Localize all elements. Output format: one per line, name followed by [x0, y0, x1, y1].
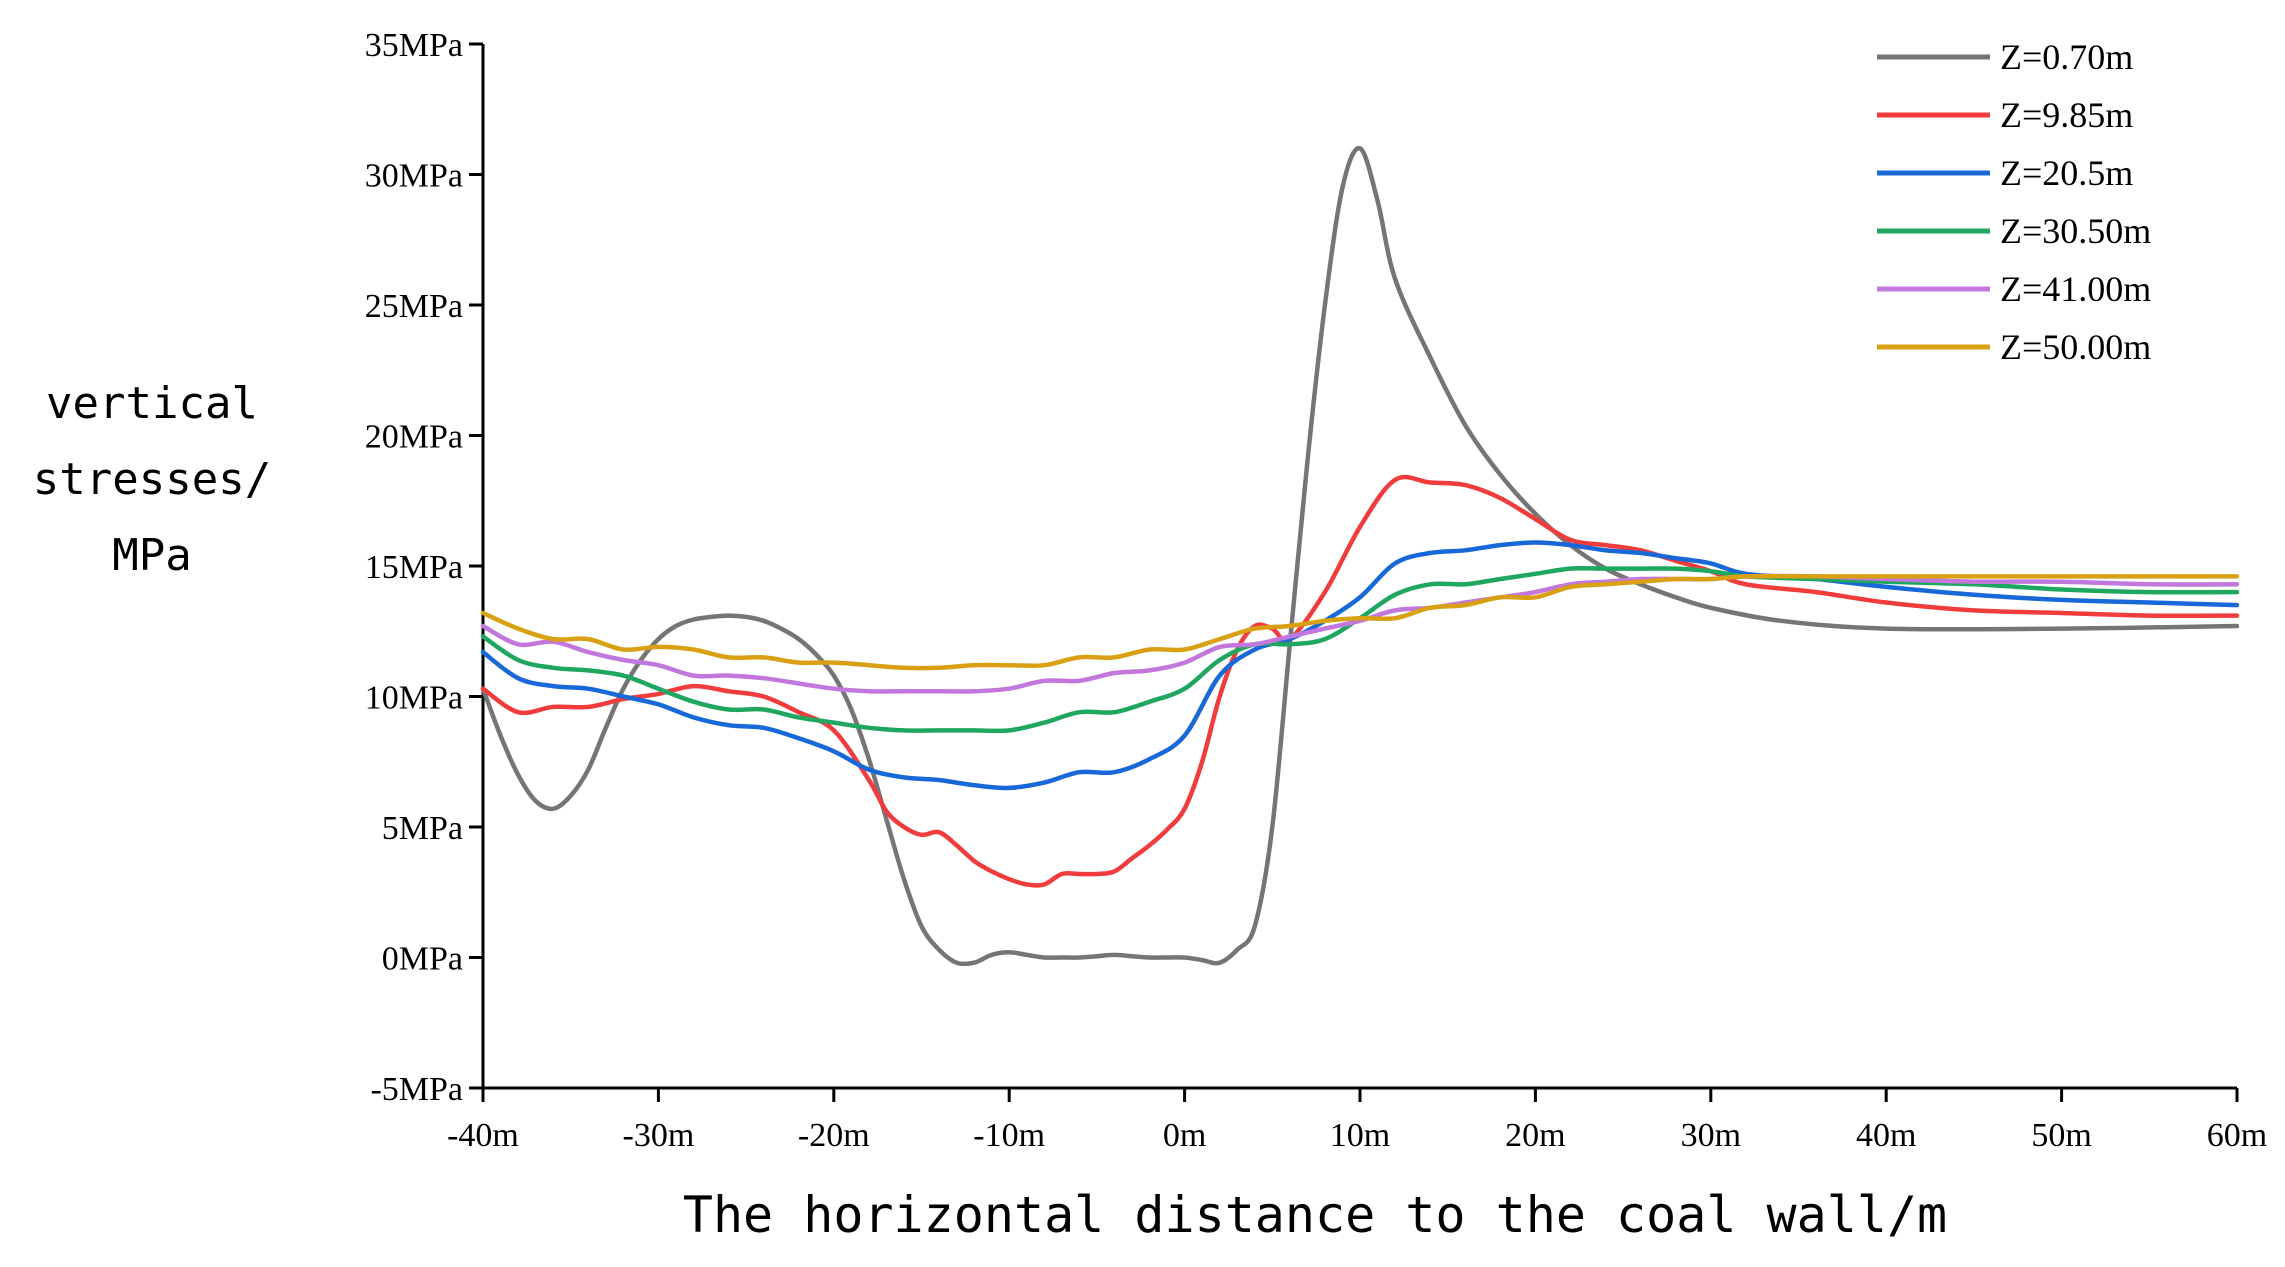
- legend-label: Z=0.70m: [2000, 37, 2133, 77]
- series-line-3: [480, 540, 2240, 791]
- x-tick-label: 0m: [1163, 1117, 1206, 1154]
- x-tick-label: 30m: [1681, 1117, 1741, 1154]
- series-layer: [480, 146, 2240, 967]
- x-tick-label: -40m: [447, 1117, 519, 1154]
- x-tick-label: -30m: [623, 1117, 695, 1154]
- y-tick-label: 20MPa: [365, 419, 463, 456]
- legend-label: Z=20.5m: [2000, 153, 2133, 193]
- legend-label: Z=9.85m: [2000, 95, 2133, 135]
- x-tick-label: -10m: [973, 1117, 1045, 1154]
- y-tick-label: 35MPa: [365, 27, 463, 64]
- y-tick-label: -5MPa: [370, 1071, 463, 1108]
- x-tick-label: 50m: [2031, 1117, 2091, 1154]
- axes-layer: -5MPa 0MPa 5MPa 10MPa 15MPa 20MPa 25MPa 30MPa 35…: [365, 27, 2267, 1154]
- x-axis-title: The horizontal distance to the coal wall…: [683, 1186, 1947, 1244]
- x-tick-label: -20m: [798, 1117, 870, 1154]
- y-tick-label: 10MPa: [365, 680, 463, 717]
- y-tick-label: 5MPa: [382, 810, 463, 847]
- y-tick-label: 25MPa: [365, 288, 463, 325]
- y-axis-title-line-2: stresses/: [33, 454, 271, 505]
- legend-label: Z=30.50m: [2000, 211, 2151, 251]
- x-tick-label: 10m: [1330, 1117, 1390, 1154]
- y-tick-label: 15MPa: [365, 549, 463, 586]
- series-line-2: [480, 474, 2240, 888]
- x-tick-label: 20m: [1505, 1117, 1565, 1154]
- legend: Z=0.70m Z=9.85m Z=20.5m Z=30.50m Z=41.00m Z=5…: [1877, 37, 2151, 367]
- y-axis-title-line-1: vertical: [46, 378, 258, 429]
- legend-label: Z=50.00m: [2000, 327, 2151, 367]
- series-line-1: [480, 146, 2240, 967]
- x-tick-label: 40m: [1856, 1117, 1916, 1154]
- y-axis-title-line-3: MPa: [112, 530, 191, 581]
- y-tick-label: 0MPa: [382, 941, 463, 978]
- series-line-6: [480, 573, 2240, 671]
- y-tick-label: 30MPa: [365, 158, 463, 195]
- x-tick-label: 60m: [2207, 1117, 2267, 1154]
- legend-label: Z=41.00m: [2000, 269, 2151, 309]
